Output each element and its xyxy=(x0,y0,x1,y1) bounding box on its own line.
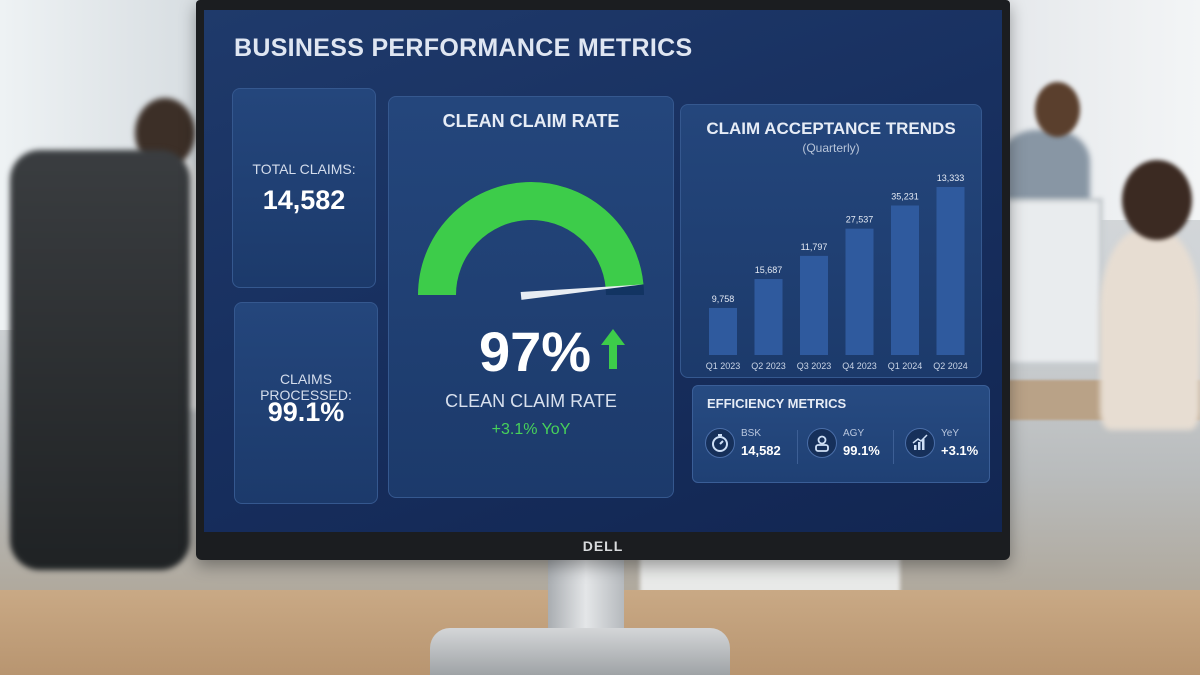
gauge-needle xyxy=(520,284,643,300)
bar-chart: 9,758 Q1 2023 15,687 Q2 2023 11,797 Q3 2023 27… xyxy=(706,173,968,371)
background-person-right xyxy=(1100,230,1200,430)
background-person-right-head xyxy=(1122,160,1192,240)
efficiency-value: 99.1% xyxy=(843,443,880,458)
chart-bar[interactable] xyxy=(709,307,737,355)
efficiency-value: +3.1% xyxy=(941,443,979,458)
x-tick-label: Q1 2023 xyxy=(706,361,741,371)
kpi-value: 99.1% xyxy=(267,397,345,427)
trends-card[interactable]: CLAIM ACCEPTANCE TRENDS (Quarterly) 9,75… xyxy=(680,104,982,378)
stopwatch-icon xyxy=(705,428,735,458)
bar-value-label: 13,333 xyxy=(937,173,965,183)
chart-title: CLAIM ACCEPTANCE TRENDS xyxy=(706,119,956,138)
bar-value-label: 11,797 xyxy=(801,242,828,252)
dashboard-screen: BUSINESS PERFORMANCE METRICS TOTAL CLAIM… xyxy=(204,10,1002,532)
efficiency-value: 14,582 xyxy=(741,443,781,458)
chart-bar[interactable] xyxy=(936,187,965,355)
efficiency-label: BSK xyxy=(741,428,762,439)
divider xyxy=(797,430,798,464)
background-monitor xyxy=(1005,198,1103,366)
monitor-stand-base xyxy=(430,628,730,675)
bar-value-label: 27,537 xyxy=(846,215,874,225)
efficiency-title: EFFICIENCY METRICS xyxy=(707,396,847,411)
kpi-card-claims-processed[interactable]: CLAIMS PROCESSED: 99.1% xyxy=(234,302,378,504)
growth-chart-icon xyxy=(905,428,935,458)
chart-bar[interactable] xyxy=(845,228,874,355)
office-chair xyxy=(10,150,190,570)
user-badge-icon xyxy=(807,428,837,458)
x-tick-label: Q3 2023 xyxy=(797,361,832,371)
chart-subtitle: (Quarterly) xyxy=(802,141,860,155)
gauge-fill xyxy=(418,182,644,296)
bar-value-label: 35,231 xyxy=(891,191,919,201)
arrow-up-icon xyxy=(601,329,625,369)
chart-bar[interactable] xyxy=(754,279,783,355)
page-title: BUSINESS PERFORMANCE METRICS xyxy=(234,34,693,62)
bar-value-label: 15,687 xyxy=(755,265,783,275)
gauge-card[interactable]: CLEAN CLAIM RATE 97% CLEAN CLAIM RATE +3… xyxy=(388,96,674,498)
monitor-brand-logo: DELL xyxy=(582,538,624,554)
kpi-card-total-claims[interactable]: TOTAL CLAIMS: 14,582 xyxy=(232,88,376,288)
divider xyxy=(893,430,894,464)
gauge-label: CLEAN CLAIM RATE xyxy=(445,391,617,411)
monitor: BUSINESS PERFORMANCE METRICS TOTAL CLAIM… xyxy=(196,0,1010,560)
kpi-label: CLAIMS PROCESSED: xyxy=(260,371,352,403)
chart-bar[interactable] xyxy=(891,205,919,355)
x-tick-label: Q2 2024 xyxy=(933,361,968,371)
x-tick-label: Q4 2023 xyxy=(842,361,877,371)
efficiency-card[interactable]: EFFICIENCY METRICS BSK 14,582 AGY 99.1% xyxy=(692,385,990,483)
efficiency-label: AGY xyxy=(843,428,865,439)
gauge-value: 97% xyxy=(479,320,592,383)
kpi-value: 14,582 xyxy=(262,185,346,215)
bar-value-label: 9,758 xyxy=(712,294,735,304)
x-tick-label: Q2 2023 xyxy=(751,361,786,371)
efficiency-label: YeY xyxy=(941,428,959,439)
background-person-middle xyxy=(1000,130,1090,210)
gauge-yoy: +3.1% YoY xyxy=(491,421,571,438)
gauge-chart xyxy=(418,182,644,300)
x-tick-label: Q1 2024 xyxy=(888,361,923,371)
chart-bar[interactable] xyxy=(800,255,828,355)
kpi-label: TOTAL CLAIMS: xyxy=(252,161,356,177)
gauge-title: CLEAN CLAIM RATE xyxy=(442,111,620,131)
background-person-middle-head xyxy=(1035,82,1080,137)
